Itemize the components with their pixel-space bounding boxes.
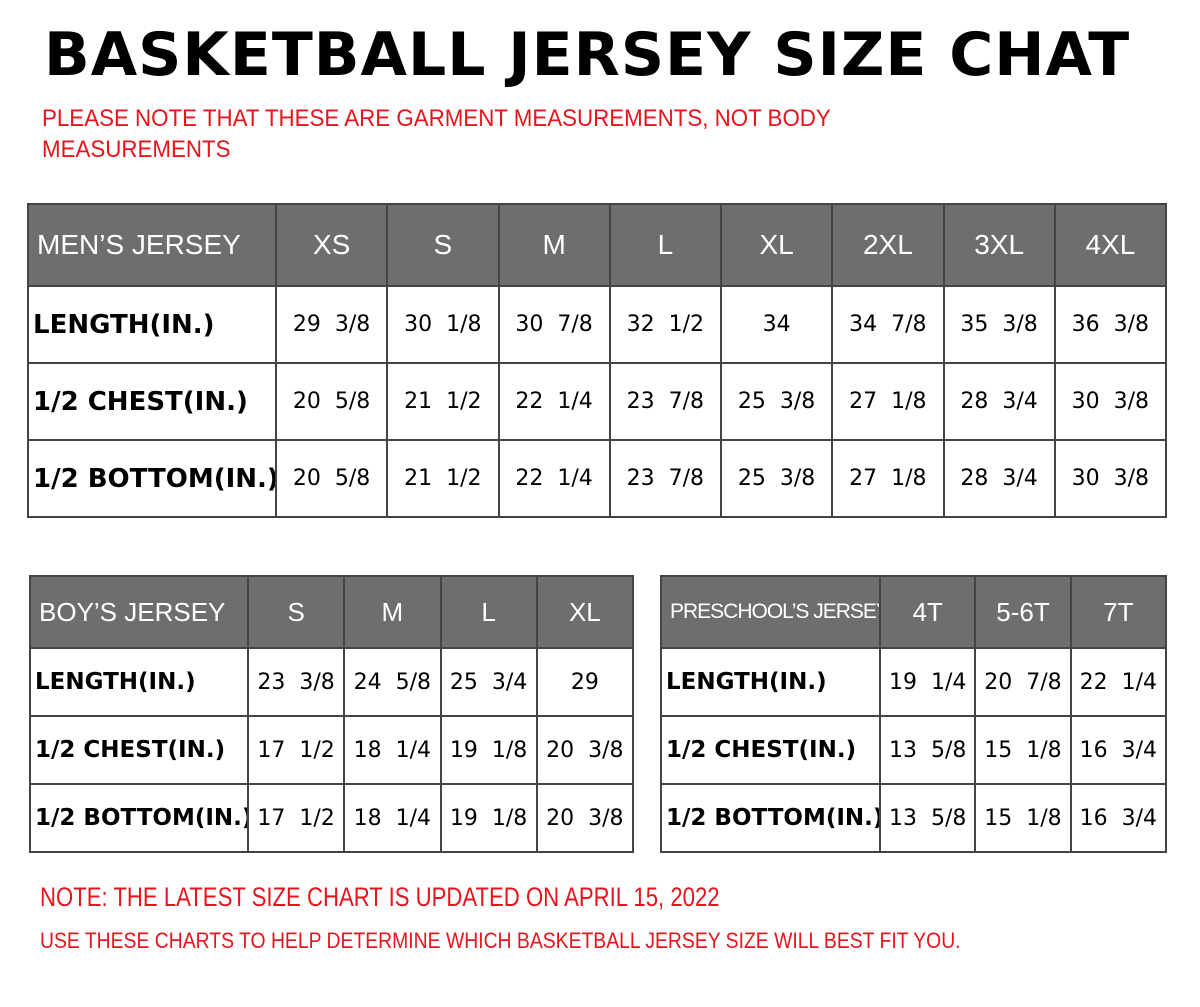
preschool-size-table: PRESCHOOL’S JERSEY 4T 5-6T 7T LENGTH(IN.) 19 … (660, 575, 1168, 853)
header-row: MEN’S JERSEY XS S M L XL 2XL 3XL 4XL (27, 203, 1168, 287)
measurement-value: 27 1/8 (831, 439, 945, 518)
measurement-value: 22 1/4 (497, 362, 611, 441)
measurement-label: 1/2 CHEST(IN.) (660, 715, 881, 785)
table-row: 1/2 BOTTOM(IN.) 20 5/8 21 1/2 22 1/4 23 7/8 2… (27, 439, 1168, 518)
measurement-value: 36 3/8 (1053, 285, 1168, 364)
measurement-value: 28 3/4 (942, 362, 1056, 441)
measurement-value: 17 1/2 (246, 783, 346, 853)
measurement-label: 1/2 BOTTOM(IN.) (27, 439, 277, 518)
measurement-value: 18 1/4 (343, 783, 442, 853)
size-header: M (343, 575, 442, 649)
measurement-value: 19 1/8 (439, 783, 538, 853)
table-row: 1/2 BOTTOM(IN.) 13 5/8 15 1/8 16 3/4 (660, 783, 1168, 853)
measurement-value: 13 5/8 (878, 715, 977, 785)
measurement-value: 20 3/8 (535, 783, 635, 853)
measurement-value: 15 1/8 (974, 783, 1072, 853)
measurement-value: 34 (719, 285, 834, 364)
size-header: XL (719, 203, 834, 287)
measurement-value: 19 1/4 (878, 647, 977, 717)
measurement-value: 20 3/8 (535, 715, 635, 785)
table-row: 1/2 CHEST(IN.) 13 5/8 15 1/8 16 3/4 (660, 715, 1168, 785)
measurement-value: 34 7/8 (831, 285, 945, 364)
size-header: S (246, 575, 346, 649)
measurement-value: 23 7/8 (608, 362, 723, 441)
measurement-value: 22 1/4 (1069, 647, 1168, 717)
measurement-value: 23 3/8 (246, 647, 346, 717)
table-row: LENGTH(IN.) 29 3/8 30 1/8 30 7/8 32 1/2 34 34 … (27, 285, 1168, 364)
measurement-value: 21 1/2 (386, 362, 500, 441)
garment-note-line: PLEASE NOTE THAT THESE ARE GARMENT MEASU… (42, 105, 831, 132)
measurement-value: 15 1/8 (974, 715, 1072, 785)
measurement-value: 32 1/2 (608, 285, 723, 364)
table-row: 1/2 BOTTOM(IN.) 17 1/2 18 1/4 19 1/8 20 3/8 (29, 783, 635, 853)
measurement-value: 25 3/8 (719, 439, 834, 518)
table-title: BOY’S JERSEY (29, 575, 249, 649)
boys-size-table: BOY’S JERSEY S M L XL LENGTH(IN.) 23 3/8 24 5/8… (29, 575, 635, 853)
measurement-value: 19 1/8 (439, 715, 538, 785)
measurement-value: 35 3/8 (942, 285, 1056, 364)
garment-note-line: MEASUREMENTS (42, 136, 231, 163)
measurement-value: 23 7/8 (608, 439, 723, 518)
measurement-value: 16 3/4 (1069, 715, 1168, 785)
size-header: XL (535, 575, 635, 649)
size-header: 2XL (831, 203, 945, 287)
measurement-value: 30 3/8 (1053, 362, 1168, 441)
size-header: XS (274, 203, 389, 287)
measurement-value: 17 1/2 (246, 715, 346, 785)
measurement-label: LENGTH(IN.) (660, 647, 881, 717)
measurement-value: 30 3/8 (1053, 439, 1168, 518)
size-header: 5-6T (974, 575, 1072, 649)
measurement-value: 25 3/8 (719, 362, 834, 441)
table-row: LENGTH(IN.) 23 3/8 24 5/8 25 3/4 29 (29, 647, 635, 717)
measurement-value: 30 1/8 (386, 285, 500, 364)
measurement-value: 29 (535, 647, 635, 717)
table-row: LENGTH(IN.) 19 1/4 20 7/8 22 1/4 (660, 647, 1168, 717)
measurement-value: 20 7/8 (974, 647, 1072, 717)
measurement-label: 1/2 CHEST(IN.) (27, 362, 277, 441)
size-header: 7T (1069, 575, 1168, 649)
header-row: PRESCHOOL’S JERSEY 4T 5-6T 7T (660, 575, 1168, 649)
measurement-value: 27 1/8 (831, 362, 945, 441)
measurement-value: 29 3/8 (274, 285, 389, 364)
measurement-value: 24 5/8 (343, 647, 442, 717)
measurement-value: 13 5/8 (878, 783, 977, 853)
size-header: S (386, 203, 500, 287)
table-row: 1/2 CHEST(IN.) 17 1/2 18 1/4 19 1/8 20 3/8 (29, 715, 635, 785)
measurement-value: 18 1/4 (343, 715, 442, 785)
fit-note: USE THESE CHARTS TO HELP DETERMINE WHICH… (40, 928, 961, 953)
size-header: L (439, 575, 538, 649)
measurement-value: 25 3/4 (439, 647, 538, 717)
measurement-label: 1/2 CHEST(IN.) (29, 715, 249, 785)
size-header: M (497, 203, 611, 287)
measurement-label: 1/2 BOTTOM(IN.) (660, 783, 881, 853)
measurement-value: 28 3/4 (942, 439, 1056, 518)
measurement-label: 1/2 BOTTOM(IN.) (29, 783, 249, 853)
size-header: 4T (878, 575, 977, 649)
update-note: NOTE: THE LATEST SIZE CHART IS UPDATED O… (40, 882, 720, 912)
measurement-label: LENGTH(IN.) (27, 285, 277, 364)
header-row: BOY’S JERSEY S M L XL (29, 575, 635, 649)
measurement-value: 30 7/8 (497, 285, 611, 364)
page-title: BASKETBALL JERSEY SIZE CHAT (44, 20, 1131, 90)
measurement-value: 20 5/8 (274, 362, 389, 441)
size-header: 4XL (1053, 203, 1168, 287)
measurement-label: LENGTH(IN.) (29, 647, 249, 717)
size-header: 3XL (942, 203, 1056, 287)
garment-note: PLEASE NOTE THAT THESE ARE GARMENT MEASU… (42, 103, 831, 165)
table-title: PRESCHOOL’S JERSEY (660, 575, 881, 649)
table-row: 1/2 CHEST(IN.) 20 5/8 21 1/2 22 1/4 23 7/8 25… (27, 362, 1168, 441)
size-header: L (608, 203, 723, 287)
measurement-value: 21 1/2 (386, 439, 500, 518)
measurement-value: 16 3/4 (1069, 783, 1168, 853)
measurement-value: 22 1/4 (497, 439, 611, 518)
mens-size-table: MEN’S JERSEY XS S M L XL 2XL 3XL 4XL LENGTH(IN.) 2… (27, 203, 1168, 518)
measurement-value: 20 5/8 (274, 439, 389, 518)
table-title: MEN’S JERSEY (27, 203, 277, 287)
